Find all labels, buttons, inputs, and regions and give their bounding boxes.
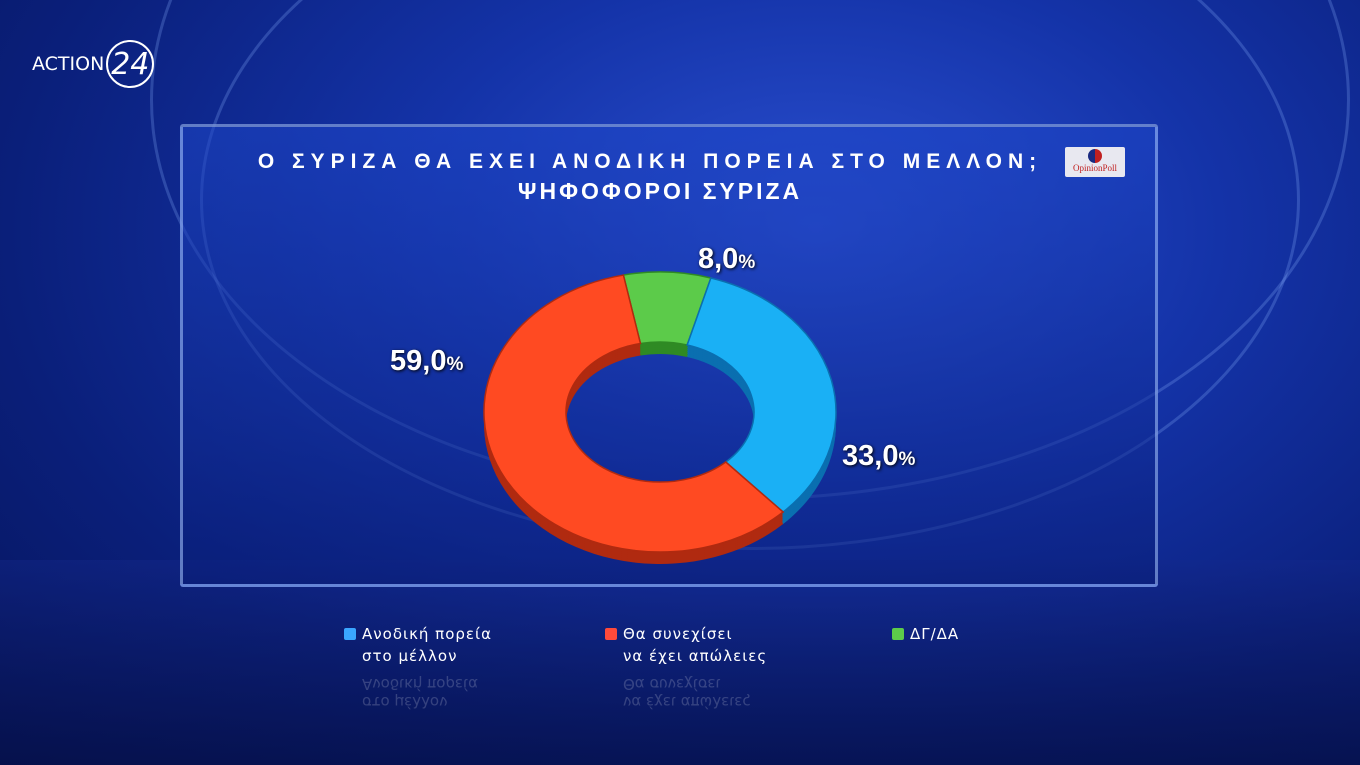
- chart-subtitle: ΨΗΦΟΦΟΡΟΙ ΣΥΡΙΖΑ: [517, 178, 803, 204]
- data-label-blue: 33,0%: [842, 440, 916, 472]
- legend-swatch: [892, 628, 904, 640]
- legend-item-blue: Ανοδική πορεία στο μέλλον: [344, 623, 492, 667]
- legend-item-red: Θα συνεχίσει να έχει απώλειες: [605, 623, 767, 667]
- channel-logo: ACTION 24: [32, 40, 155, 88]
- legend-reflection: να έχει απώλειες Θα συνεχίσει: [623, 675, 752, 711]
- legend-swatch: [605, 628, 617, 640]
- pollster-logo-text: OpinionPoll: [1072, 163, 1117, 173]
- legend-reflection: στο μέλλον Ανοδική πορεία: [362, 675, 478, 711]
- chart-title: Ο ΣΥΡΙΖΑ ΘΑ ΕΧΕΙ ΑΝΟΔΙΚΗ ΠΟΡΕΙΑ ΣΤΟ ΜΕΛΛ…: [257, 150, 1043, 173]
- slice-0: [686, 277, 837, 513]
- pollster-logo-mark: [1088, 149, 1102, 163]
- floor: [0, 560, 1360, 765]
- legend-item-green: ΔΓ/ΔΑ: [892, 623, 959, 645]
- data-label-red: 59,0%: [390, 345, 464, 377]
- data-label-green: 8,0%: [698, 243, 756, 275]
- slice-1: [483, 274, 785, 553]
- pollster-logo: OpinionPoll: [1065, 147, 1125, 177]
- legend-swatch: [344, 628, 356, 640]
